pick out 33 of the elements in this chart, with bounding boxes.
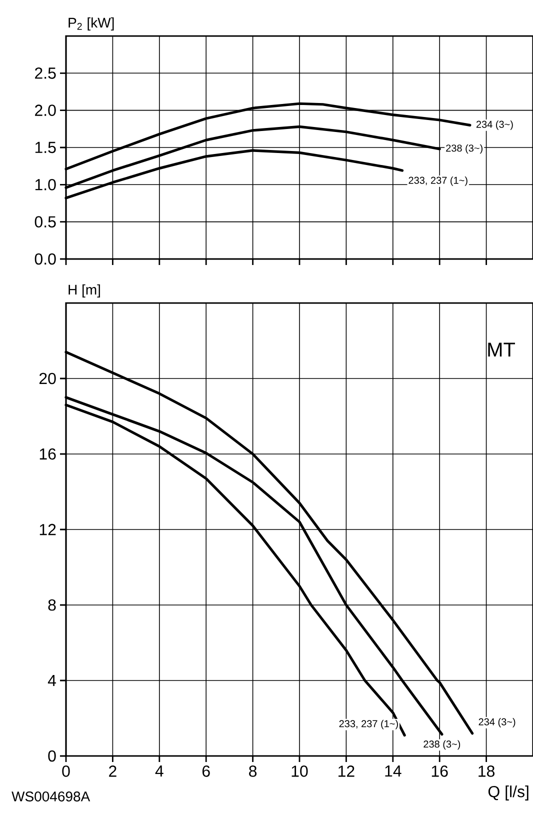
series-label: 234 (3~) xyxy=(478,718,516,728)
x-tick-label: 0 xyxy=(62,766,70,777)
y-tick-label: 1.0 xyxy=(35,179,56,190)
y-tick-label: 0 xyxy=(48,750,56,762)
y-tick-label: 2.0 xyxy=(35,104,56,116)
annotation: MT xyxy=(488,342,516,357)
y-tick-label: 0.5 xyxy=(34,216,56,228)
x-tick-label: 18 xyxy=(478,766,494,777)
y-tick-label: 16 xyxy=(40,448,56,460)
y-axis-title: P$_{2}$ [kW] xyxy=(68,17,114,30)
series-label: 233, 237 (1~) xyxy=(408,176,468,186)
y-tick-label: 8 xyxy=(48,599,56,611)
y-tick-label: 12 xyxy=(40,524,56,536)
x-tick-label: 12 xyxy=(338,766,354,777)
y-tick-label: 20 xyxy=(39,372,56,384)
x-tick-label: 8 xyxy=(249,766,257,777)
y-axis-title: H [m] xyxy=(68,284,100,298)
x-tick-label: 6 xyxy=(202,766,210,777)
text: WS004698A xyxy=(12,792,90,802)
x-tick-label: 2 xyxy=(109,766,116,777)
x-axis-title: Q [l/s] xyxy=(488,786,528,800)
y-tick-label: 2.5 xyxy=(35,68,56,79)
series-label: 233, 237 (1~) xyxy=(339,720,398,730)
x-tick-label: 14 xyxy=(385,766,402,777)
y-tick-label: 0.0 xyxy=(34,253,56,265)
y-tick-label: 1.5 xyxy=(35,142,56,154)
series-label: 238 (3~) xyxy=(446,144,482,154)
x-tick-label: 4 xyxy=(155,766,164,777)
series-label: 238 (3~) xyxy=(424,740,460,750)
series-label: 234 (3~) xyxy=(476,120,513,130)
x-tick-label: 16 xyxy=(432,766,448,777)
y-tick-label: 4 xyxy=(48,674,56,686)
x-tick-label: 10 xyxy=(292,766,308,777)
